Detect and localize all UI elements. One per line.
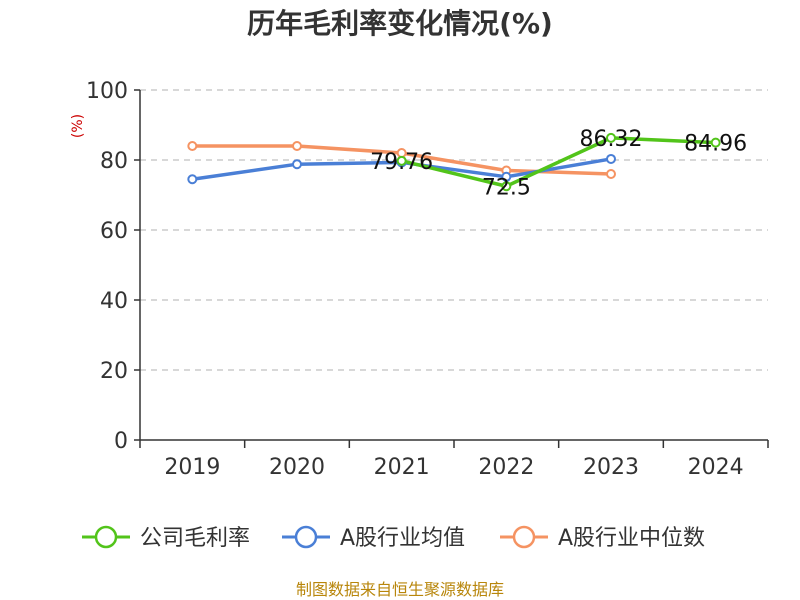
data-point bbox=[292, 141, 302, 151]
axes: 0 20 40 60 80 100 2019 2020 2021 2022 2023 2024 bbox=[86, 79, 769, 480]
x-tick-label: 2024 bbox=[688, 455, 744, 480]
y-tick-label: 0 bbox=[114, 429, 128, 454]
legend-item: A股行业均值 bbox=[282, 525, 465, 551]
data-point bbox=[187, 141, 198, 151]
legend-swatch-marker bbox=[512, 525, 536, 549]
data-point bbox=[396, 155, 407, 166]
data-point bbox=[292, 159, 302, 170]
data-label: 86.32 bbox=[580, 127, 643, 152]
data-point bbox=[501, 181, 512, 192]
grid bbox=[140, 89, 768, 371]
legend-swatch-marker bbox=[94, 525, 118, 549]
data-point bbox=[606, 153, 616, 164]
series-layer bbox=[187, 132, 721, 192]
legend-item: A股行业中位数 bbox=[500, 525, 705, 551]
legend-label: A股行业中位数 bbox=[558, 526, 705, 551]
data-point bbox=[710, 137, 721, 148]
legend: 公司毛利率 A股行业均值 A股行业中位数 bbox=[82, 525, 705, 551]
x-tick-label: 2019 bbox=[164, 455, 220, 480]
series-line-0 bbox=[399, 136, 718, 188]
y-tick-label: 100 bbox=[86, 79, 128, 104]
data-point bbox=[606, 169, 616, 179]
data-label: 84.96 bbox=[684, 132, 747, 157]
x-tick-label: 2020 bbox=[269, 455, 325, 480]
legend-label: 公司毛利率 bbox=[140, 526, 250, 551]
data-point bbox=[606, 132, 616, 143]
legend-item: 公司毛利率 bbox=[82, 525, 250, 551]
x-tick-label: 2023 bbox=[583, 455, 639, 480]
data-label: 72.5 bbox=[482, 175, 531, 200]
data-point bbox=[187, 174, 198, 185]
chart-title: 历年毛利率变化情况(%) bbox=[247, 7, 553, 40]
y-tick-label: 60 bbox=[100, 219, 128, 244]
data-label: 79.76 bbox=[370, 150, 433, 175]
x-tick-label: 2022 bbox=[478, 455, 534, 480]
data-labels: 79.76 72.5 86.32 84.96 bbox=[370, 127, 747, 200]
y-tick-label: 80 bbox=[100, 149, 128, 174]
legend-label: A股行业均值 bbox=[340, 526, 465, 551]
y-tick-label: 40 bbox=[100, 289, 128, 314]
y-tick-label: 20 bbox=[100, 359, 128, 384]
legend-swatch-marker bbox=[294, 525, 318, 549]
y-axis-label: (%) bbox=[70, 114, 86, 138]
data-point bbox=[501, 171, 512, 182]
x-tick-label: 2021 bbox=[374, 455, 430, 480]
source-note: 制图数据来自恒生聚源数据库 bbox=[296, 580, 504, 599]
